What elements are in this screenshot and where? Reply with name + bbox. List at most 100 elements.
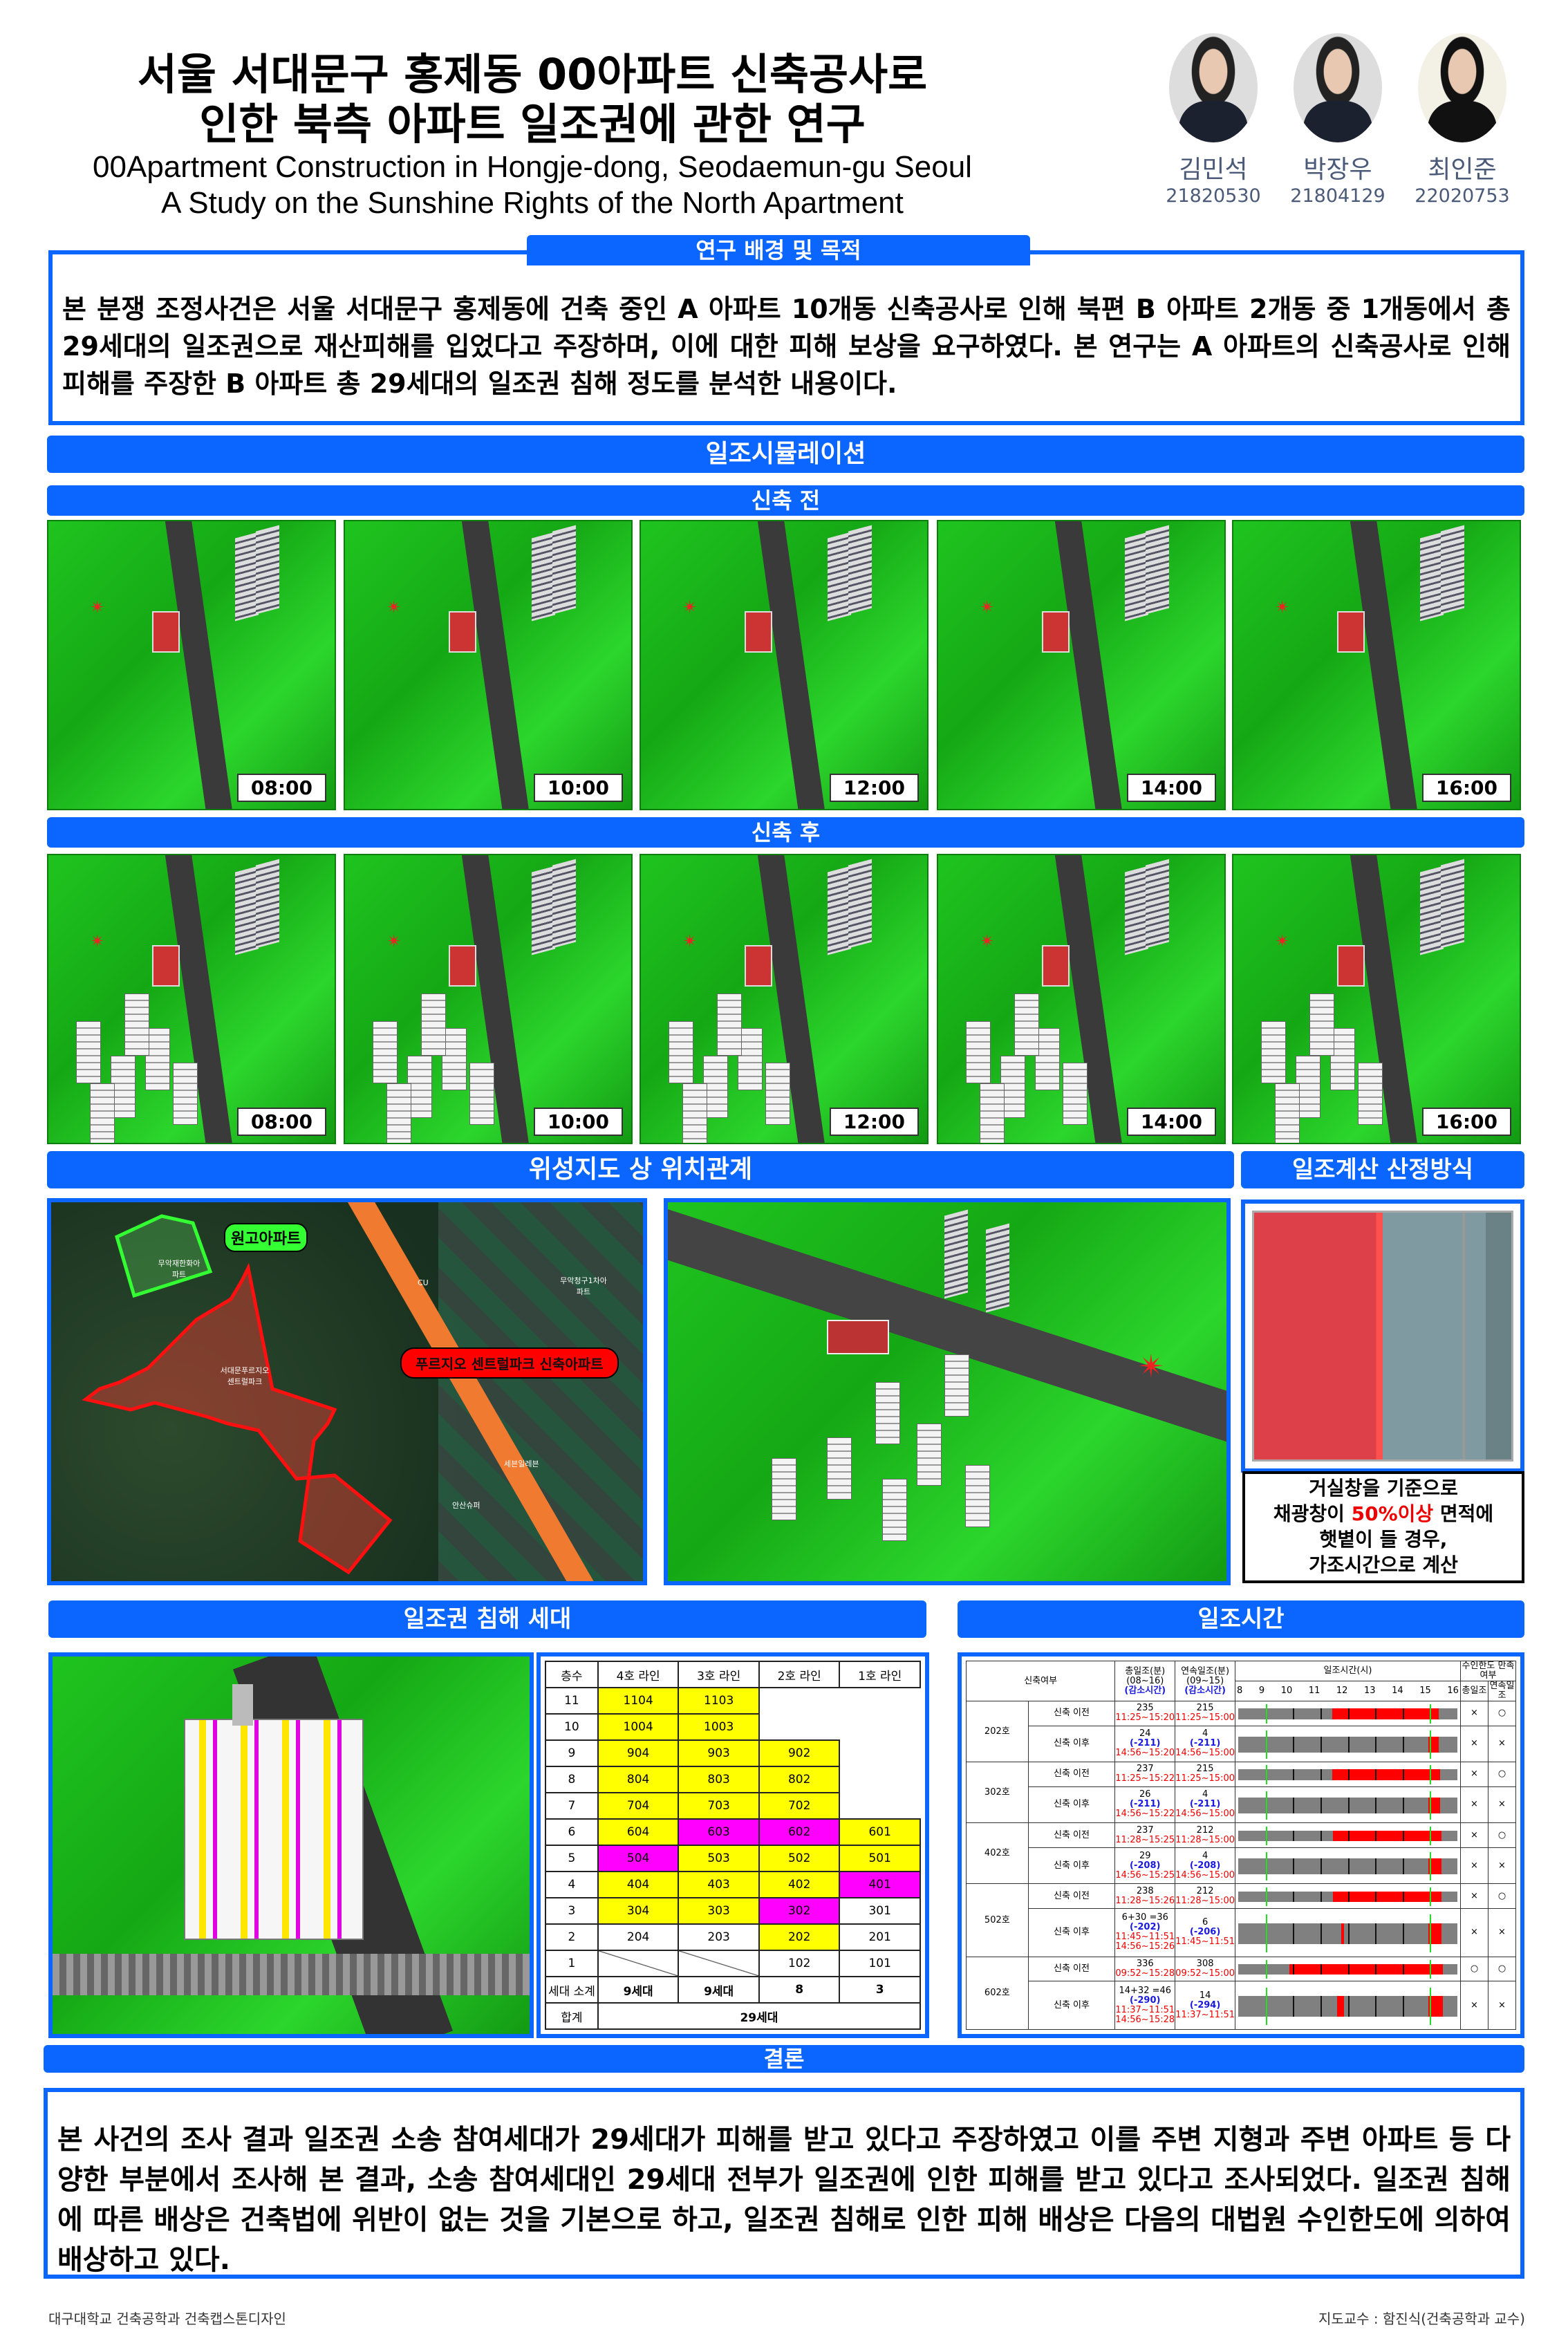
household-cell [839, 1688, 920, 1714]
tolerance-continuous: × [1488, 1725, 1516, 1763]
tolerance-continuous: × [1488, 1847, 1516, 1885]
sunshine-segment [1337, 1995, 1344, 2017]
author-card: 박장우 21804129 [1286, 33, 1390, 207]
conclusion-section-title: 결론 [44, 2045, 1524, 2073]
table-row: 신축 이후 6+30 =36 (-202) 11:45~11:51 14:56~15:2… [967, 1907, 1516, 1957]
total-sun-cell: 6+30 =36 (-202) 11:45~11:51 14:56~15:26 [1114, 1907, 1176, 1957]
hour-gridline [1293, 1923, 1295, 1944]
highlighted-apartment-building [184, 1719, 364, 1940]
construction-status: 신축 이후 [1027, 1786, 1116, 1824]
household-cell: 703 [678, 1792, 760, 1820]
household-cell: 704 [597, 1792, 680, 1820]
hour-gridline [1347, 1708, 1350, 1719]
background-box: 본 분쟁 조정사건은 서울 서대문구 홍제동에 건축 중인 A 아파트 10개동… [48, 250, 1524, 425]
hour-gridline [1293, 1995, 1295, 2017]
construction-status: 신축 이후 [1027, 1847, 1116, 1885]
hour-tick: 11 [1308, 1686, 1320, 1696]
tolerance-total: × [1460, 1883, 1488, 1909]
table-row: 6 604 603 602 601 [545, 1818, 921, 1846]
hour-gridline [1320, 1995, 1322, 2017]
household-cell: 504 [597, 1845, 680, 1872]
table-row: 502호 신축 이전 238 11:28~15:26 212 11:28~15:00 × ○ [966, 1883, 1516, 1957]
author-photo [1294, 33, 1382, 142]
floor-cell: 9 [545, 1739, 599, 1767]
total-sun-cell: 24 (-211) 14:56~15:20 [1114, 1725, 1176, 1763]
hour-gridline [1402, 1995, 1404, 2017]
hour-gridline [1293, 1964, 1295, 1975]
floor-cell: 3 [545, 1897, 599, 1925]
before-simulation-panel: ✴ 14:00 [937, 520, 1226, 810]
sunshine-bar [1238, 1765, 1457, 1784]
hour-gridline [1402, 1769, 1404, 1780]
household-cell: 302 [758, 1897, 841, 1925]
after-simulation-panel: ✴ 10:00 [344, 854, 633, 1144]
sunshine-segment [1341, 1923, 1344, 1944]
total-sun-cell: 336 09:52~15:28 [1114, 1956, 1176, 1982]
total-sun-cell: 26 (-211) 14:56~15:22 [1114, 1786, 1176, 1824]
tolerance-continuous: × [1488, 1981, 1516, 2030]
sunshine-bar [1238, 1730, 1457, 1759]
hour-gridline [1402, 1798, 1404, 1813]
north-compass-icon: ✴ [1275, 597, 1290, 618]
tolerance-total: × [1460, 1725, 1488, 1763]
table-row: 202호 신축 이전 235 11:25~15:20 215 11:25~15:00 × ○ [966, 1700, 1516, 1763]
author-name: 박장우 [1303, 156, 1372, 184]
time-label: 10:00 [533, 1108, 623, 1136]
hour-gridline [1320, 1964, 1322, 1975]
subtotal-cell: 9세대 [678, 1976, 760, 2004]
column-header: 1호 라인 [839, 1661, 921, 1688]
hour-gridline [1347, 1995, 1350, 2017]
sunshine-bar [1238, 1791, 1457, 1820]
tolerance-total: × [1460, 1847, 1488, 1885]
guide-line [1430, 1730, 1432, 1759]
table-row: 9 904 903 902 [545, 1739, 920, 1767]
simulation-section-title: 일조시뮬레이션 [47, 436, 1524, 473]
construction-status: 신축 이전 [1027, 1822, 1116, 1848]
hour-gridline [1375, 1708, 1377, 1719]
author-id: 21820530 [1166, 185, 1261, 207]
hour-gridline [1375, 1964, 1377, 1975]
household-cell [759, 1688, 840, 1714]
total-sun-cell: 237 11:28~15:25 [1114, 1822, 1176, 1848]
table-row: 1 102 101 [545, 1950, 921, 1977]
before-simulation-panel: ✴ 16:00 [1232, 520, 1521, 810]
guide-line [1430, 1791, 1432, 1820]
map-label: 안산슈퍼 [452, 1501, 480, 1510]
tolerance-total-header: 총일조 [1460, 1681, 1488, 1701]
tolerance-continuous: ○ [1488, 1956, 1516, 1982]
total-sun-cell: 237 11:25~15:22 [1114, 1762, 1176, 1787]
guide-line [1430, 1959, 1432, 1979]
sunshine-segment [1332, 1769, 1441, 1780]
floor-cell: 8 [545, 1766, 599, 1793]
guide-line [1265, 1791, 1267, 1820]
hour-tick: 10 [1280, 1686, 1293, 1696]
sunshine-segment [1333, 1891, 1442, 1902]
household-cell [839, 1740, 920, 1766]
hour-gridline [1320, 1858, 1322, 1874]
tolerance-total: × [1460, 1822, 1488, 1848]
sunshine-time-header: 일조시간(시) [1235, 1661, 1461, 1681]
total-sun-cell: 238 11:28~15:26 [1114, 1883, 1176, 1909]
sunshine-segment [1289, 1964, 1443, 1975]
table-row: 11 1104 1103 [545, 1687, 920, 1715]
north-compass-icon: ✴ [980, 931, 995, 952]
time-label: 16:00 [1421, 774, 1511, 802]
author-id: 21804129 [1290, 185, 1385, 207]
hour-gridline [1320, 1708, 1322, 1719]
household-cell: 203 [678, 1923, 760, 1951]
continuous-sun-cell: 308 09:52~15:00 [1175, 1956, 1235, 1982]
hour-tick: 12 [1336, 1686, 1348, 1696]
continuous-sun-cell: 4 (-208) 14:56~15:00 [1175, 1847, 1235, 1885]
continuous-sun-cell: 6 (-206) 11:45~11:51 [1175, 1907, 1235, 1957]
hour-tick: 14 [1392, 1686, 1403, 1696]
after-construction-title: 신축 후 [47, 817, 1524, 848]
household-cell: 303 [678, 1897, 760, 1925]
hour-gridline [1293, 1769, 1295, 1780]
after-simulation-panel: ✴ 08:00 [47, 854, 336, 1144]
household-cell: 903 [678, 1739, 760, 1767]
new-apartment-area [82, 1262, 393, 1575]
title-korean-line2: 인한 북측 아파트 일조권에 관한 연구 [199, 99, 866, 149]
guide-line [1430, 1887, 1432, 1906]
guide-line [1265, 1765, 1267, 1784]
tolerance-total: × [1460, 1786, 1488, 1824]
